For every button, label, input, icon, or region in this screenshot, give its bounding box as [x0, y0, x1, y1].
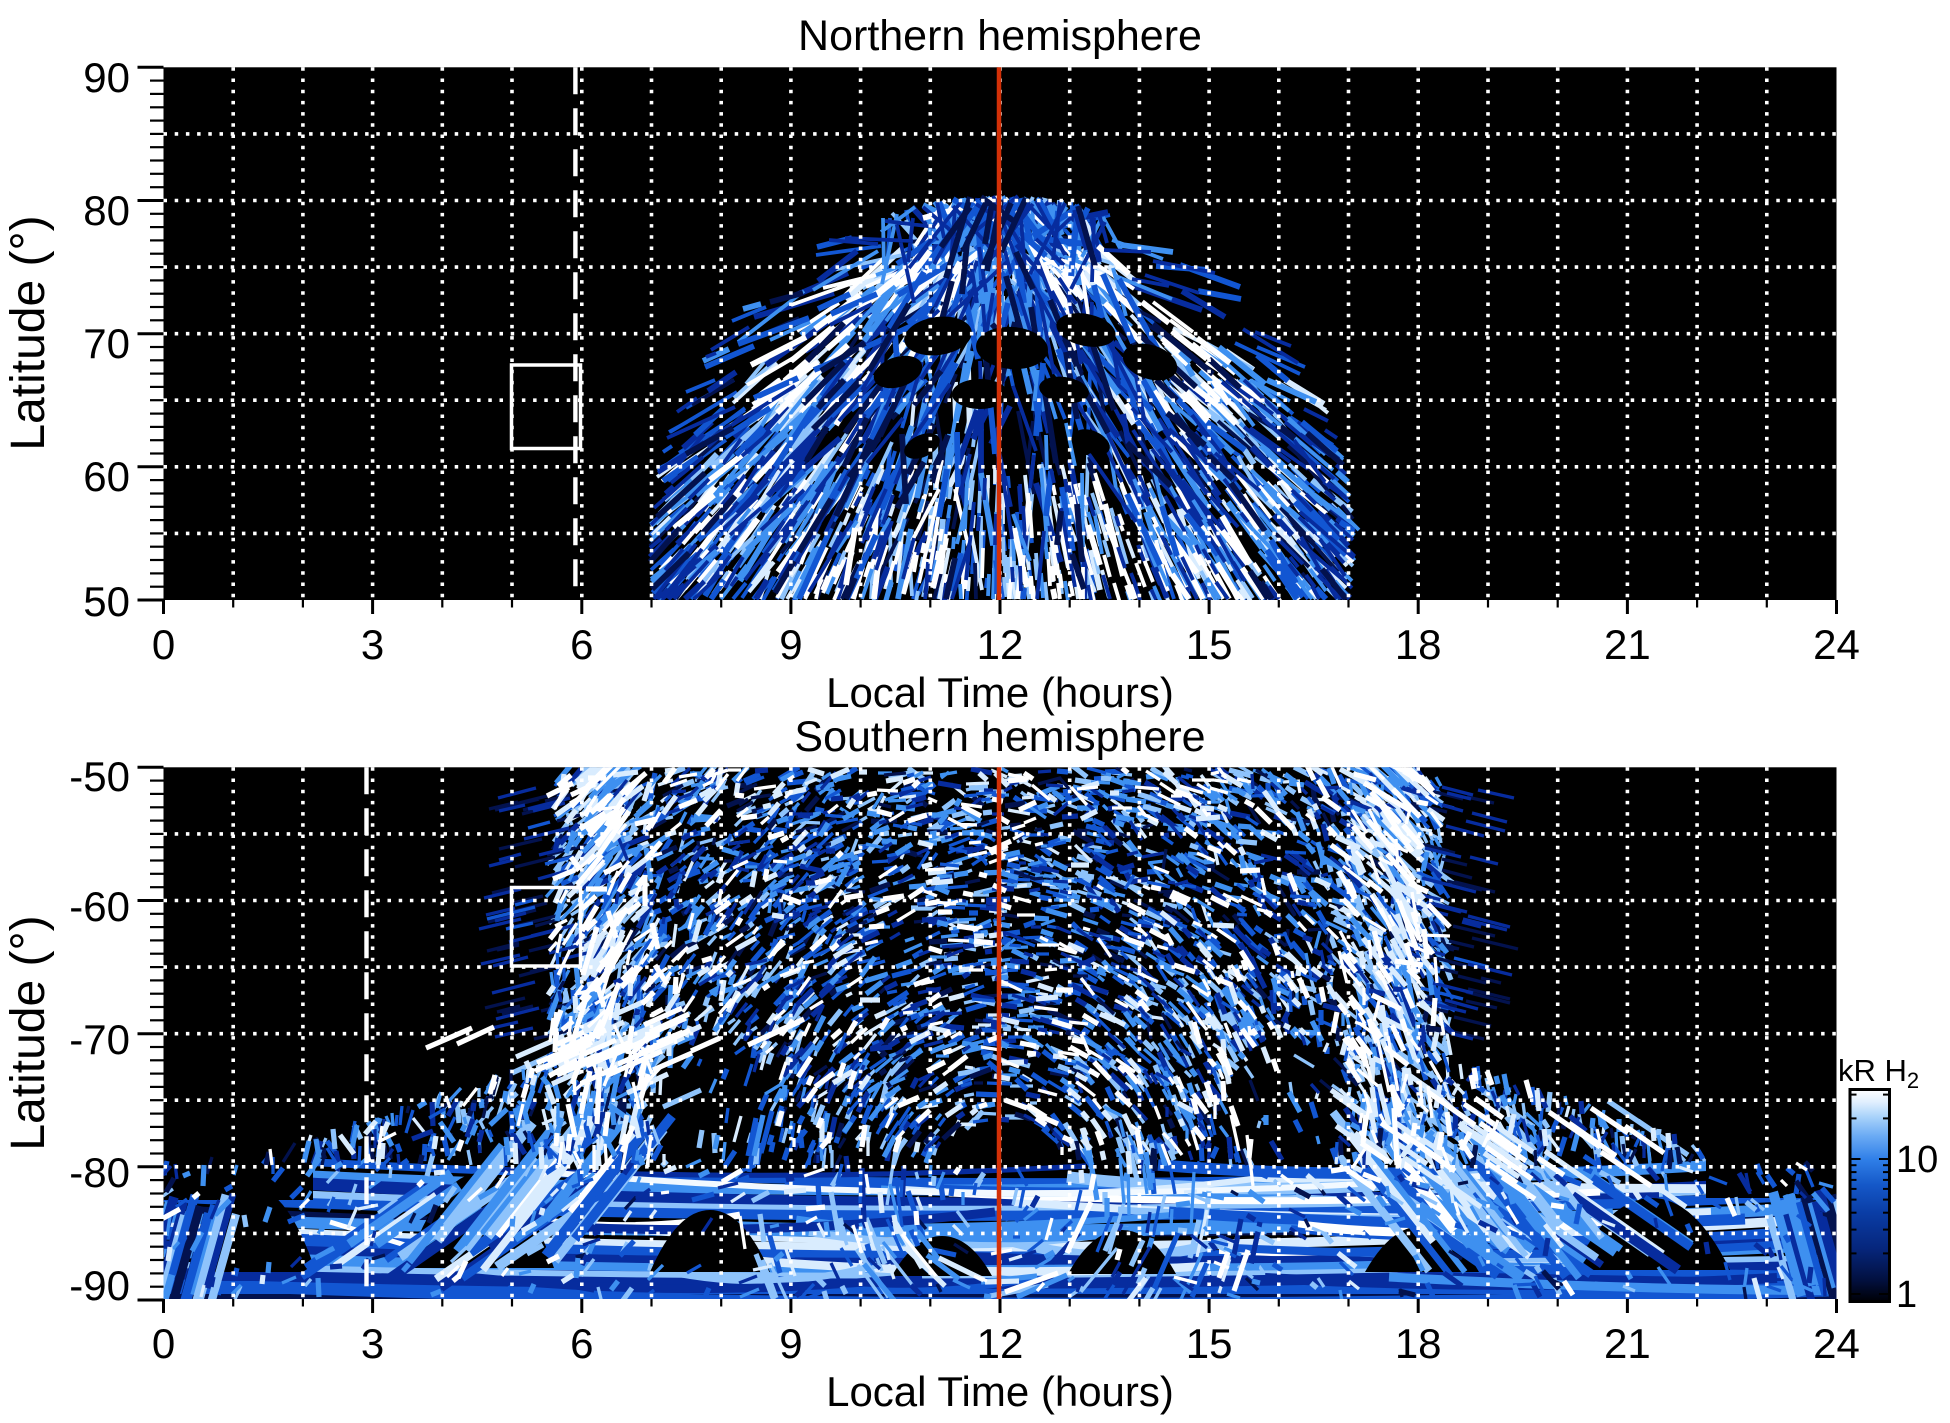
- svg-text:18: 18: [1395, 621, 1442, 668]
- svg-text:Northern hemisphere: Northern hemisphere: [798, 12, 1202, 60]
- svg-text:21: 21: [1604, 1320, 1651, 1367]
- svg-text:-80: -80: [69, 1149, 130, 1196]
- svg-text:6: 6: [570, 1320, 593, 1367]
- svg-text:12: 12: [977, 1320, 1024, 1367]
- svg-text:9: 9: [779, 621, 802, 668]
- svg-text:-70: -70: [69, 1016, 130, 1063]
- svg-text:90: 90: [83, 54, 130, 101]
- svg-text:24: 24: [1813, 1320, 1860, 1367]
- svg-text:70: 70: [83, 320, 130, 367]
- svg-text:Latitude (°): Latitude (°): [2, 915, 55, 1150]
- svg-text:9: 9: [779, 1320, 802, 1367]
- svg-text:3: 3: [361, 621, 384, 668]
- svg-text:10: 10: [1896, 1139, 1938, 1181]
- svg-text:12: 12: [977, 621, 1024, 668]
- svg-text:15: 15: [1186, 621, 1233, 668]
- svg-text:Latitude (°): Latitude (°): [2, 215, 55, 450]
- svg-text:0: 0: [152, 1320, 175, 1367]
- svg-text:-60: -60: [69, 883, 130, 930]
- svg-text:Southern hemisphere: Southern hemisphere: [794, 713, 1205, 761]
- svg-text:1: 1: [1896, 1274, 1917, 1316]
- svg-text:6: 6: [570, 621, 593, 668]
- svg-text:60: 60: [83, 453, 130, 500]
- svg-text:0: 0: [152, 621, 175, 668]
- svg-text:kR H2: kR H2: [1838, 1053, 1919, 1093]
- svg-text:18: 18: [1395, 1320, 1442, 1367]
- svg-text:-90: -90: [69, 1262, 130, 1309]
- svg-text:3: 3: [361, 1320, 384, 1367]
- svg-text:-50: -50: [69, 753, 130, 800]
- svg-text:Local Time (hours): Local Time (hours): [826, 1368, 1174, 1415]
- svg-text:Local Time (hours): Local Time (hours): [826, 669, 1174, 716]
- svg-text:21: 21: [1604, 621, 1651, 668]
- svg-text:80: 80: [83, 187, 130, 234]
- svg-text:24: 24: [1813, 621, 1860, 668]
- svg-text:50: 50: [83, 578, 130, 625]
- svg-text:15: 15: [1186, 1320, 1233, 1367]
